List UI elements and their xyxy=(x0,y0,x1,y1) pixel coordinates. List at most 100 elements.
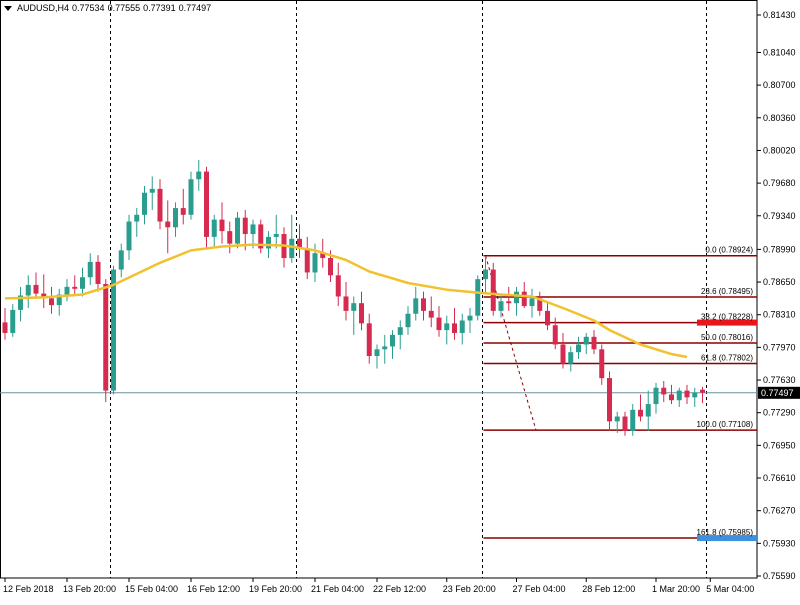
bear-candle xyxy=(545,310,550,326)
bear-candle xyxy=(103,283,109,391)
bull-candle xyxy=(483,269,488,280)
x-tick-label: 23 Feb 20:00 xyxy=(443,584,496,594)
bull-candle xyxy=(514,291,519,304)
bull-candle xyxy=(467,315,473,321)
low-value: 0.77391 xyxy=(143,3,176,13)
bull-candle xyxy=(211,219,217,237)
bear-candle xyxy=(591,336,597,350)
y-tick-label: 0.78310 xyxy=(763,310,796,320)
bear-candle xyxy=(204,171,209,237)
y-tick-label: 0.76270 xyxy=(763,506,796,516)
bull-candle xyxy=(56,294,62,306)
bull-candle xyxy=(266,236,271,249)
current-price-label: 0.77497 xyxy=(761,388,794,398)
bull-candle xyxy=(312,253,318,273)
x-tick-label: 15 Feb 04:00 xyxy=(125,584,178,594)
y-tick-label: 0.80020 xyxy=(763,145,796,155)
y-tick-label: 0.77970 xyxy=(763,342,796,352)
high-value: 0.77555 xyxy=(107,3,141,13)
bull-candle xyxy=(374,349,380,357)
x-tick-label: 16 Feb 12:00 xyxy=(187,584,240,594)
bull-candle xyxy=(188,179,194,215)
bear-candle xyxy=(452,323,457,333)
x-tick-label: 21 Feb 04:00 xyxy=(311,584,364,594)
y-tick-label: 0.81040 xyxy=(763,47,796,57)
bear-candle xyxy=(700,389,705,393)
y-tick-label: 0.76610 xyxy=(763,473,796,483)
y-tick-label: 0.81430 xyxy=(763,10,796,20)
bear-candle xyxy=(359,303,364,324)
bull-candle xyxy=(645,404,651,417)
fib-level-label: 23.6 (0.78495) xyxy=(701,287,753,296)
y-tick-label: 0.80360 xyxy=(763,113,796,123)
bull-candle xyxy=(630,409,636,431)
bear-candle xyxy=(33,284,39,294)
bear-candle xyxy=(669,394,674,401)
fib-level-label: 100.0 (0.77108) xyxy=(697,420,754,429)
x-tick-label: 19 Feb 20:00 xyxy=(249,584,302,594)
bull-candle xyxy=(653,387,659,405)
bear-candle xyxy=(537,298,543,311)
bull-candle xyxy=(397,327,403,335)
bear-candle xyxy=(552,325,558,345)
bear-candle xyxy=(335,275,341,297)
dropdown-caret-icon[interactable] xyxy=(4,5,12,11)
symbol-label: AUDUSD,H4 xyxy=(17,3,70,13)
bear-candle xyxy=(41,293,47,299)
bull-candle xyxy=(390,334,395,347)
fib-level-label: 38.2 (0.78228) xyxy=(701,313,753,322)
fib-level-label: 0.0 (0.78924) xyxy=(705,246,753,255)
current-price-tag xyxy=(758,386,800,399)
bull-candle xyxy=(64,286,70,295)
bull-candle xyxy=(273,234,279,237)
bull-candle xyxy=(413,298,419,314)
bear-candle xyxy=(304,248,310,273)
bear-candle xyxy=(157,188,163,222)
bull-candle xyxy=(405,313,411,328)
x-tick-label: 12 Feb 2018 xyxy=(3,584,54,594)
bull-candle xyxy=(250,224,256,235)
bear-candle xyxy=(661,387,667,395)
bull-candle xyxy=(692,392,698,398)
bear-candle xyxy=(684,390,690,398)
y-tick-label: 0.77630 xyxy=(763,375,796,385)
bear-candle xyxy=(599,349,605,379)
x-tick-label: 27 Feb 04:00 xyxy=(513,584,566,594)
bear-candle xyxy=(49,298,54,306)
fib-highlight-tag xyxy=(697,319,757,326)
bear-candle xyxy=(219,219,225,232)
y-tick-label: 0.80700 xyxy=(763,80,796,90)
bear-candle xyxy=(328,258,333,276)
bear-candle xyxy=(72,286,78,289)
fib-level-label: 161.8 (0.75985) xyxy=(697,528,754,537)
bear-candle xyxy=(421,298,426,311)
bull-candle xyxy=(118,250,124,270)
fib-highlight-tag xyxy=(697,535,757,542)
bear-candle xyxy=(560,344,566,364)
bull-candle xyxy=(149,188,155,193)
bull-candle xyxy=(235,217,240,244)
bear-candle xyxy=(258,224,264,249)
bull-candle xyxy=(351,303,357,311)
bull-candle xyxy=(134,214,140,222)
x-tick-label: 28 Feb 12:00 xyxy=(582,584,635,594)
y-tick-label: 0.75590 xyxy=(763,571,796,581)
bear-candle xyxy=(2,322,8,333)
fib-level-label: 50.0 (0.78016) xyxy=(701,333,753,342)
bear-candle xyxy=(506,301,512,304)
bull-candle xyxy=(568,352,574,364)
bear-candle xyxy=(95,261,101,284)
y-tick-label: 0.76950 xyxy=(763,440,796,450)
bull-candle xyxy=(382,346,388,350)
bull-candle xyxy=(80,277,85,289)
bull-candle xyxy=(459,320,465,333)
bull-candle xyxy=(111,269,116,391)
y-tick-label: 0.77290 xyxy=(763,408,796,418)
bull-candle xyxy=(498,301,504,311)
bull-candle xyxy=(126,221,132,251)
x-tick-label: 1 Mar 20:00 xyxy=(652,584,700,594)
bear-candle xyxy=(227,231,233,244)
y-tick-label: 0.79340 xyxy=(763,211,796,221)
